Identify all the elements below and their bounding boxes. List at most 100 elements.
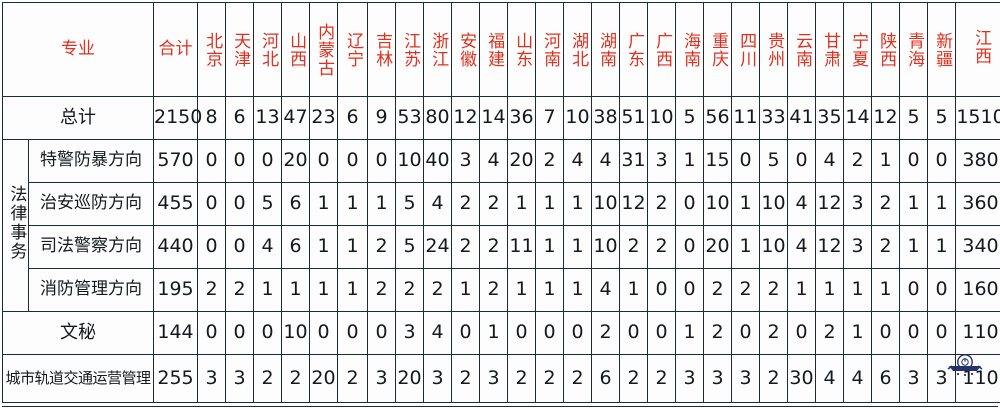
header-province-label: 北京 bbox=[203, 32, 220, 68]
header-province-label: 江西 bbox=[972, 29, 989, 65]
group-label-legal-affairs: 法律事务 bbox=[3, 140, 29, 312]
header-province-label: 吉林 bbox=[373, 32, 390, 68]
header-total: 合计 bbox=[154, 3, 198, 97]
cell-value: 2 bbox=[480, 269, 508, 312]
cell-value: 1 bbox=[732, 183, 760, 226]
cell-value: 20 bbox=[704, 226, 732, 269]
header-province-jiangsu: 江苏 bbox=[396, 3, 424, 97]
cell-value: 0 bbox=[788, 140, 816, 183]
cell-value: 2 bbox=[368, 226, 396, 269]
cell-value: 53 bbox=[396, 97, 424, 140]
cell-value: 10 bbox=[564, 97, 592, 140]
cell-value: 3 bbox=[226, 355, 254, 403]
cell-value: 3 bbox=[424, 355, 452, 403]
cell-value: 11 bbox=[732, 97, 760, 140]
header-province-label: 江苏 bbox=[401, 32, 418, 68]
cell-value: 23 bbox=[310, 97, 338, 140]
cell-value: 2 bbox=[452, 183, 480, 226]
cell-value: 1 bbox=[564, 183, 592, 226]
cell-value: 2 bbox=[648, 226, 676, 269]
cell-value: 2 bbox=[536, 140, 564, 183]
cell-value: 0 bbox=[900, 269, 928, 312]
cell-value: 5 bbox=[928, 97, 956, 140]
table-row: 法律事务 特警防暴方向 570 0 0 0 20 0 0 0 10 40 3 4… bbox=[3, 140, 1000, 183]
row-total: 2150 bbox=[154, 97, 198, 140]
cell-value: 9 bbox=[368, 97, 396, 140]
cell-value: 3 bbox=[844, 183, 872, 226]
header-province-shaanxi: 陕西 bbox=[872, 3, 900, 97]
cell-value: 0 bbox=[928, 140, 956, 183]
cell-value: 0 bbox=[732, 140, 760, 183]
cell-value: 30 bbox=[788, 355, 816, 403]
header-province-hebei: 河北 bbox=[254, 3, 282, 97]
cell-value: 6 bbox=[592, 355, 620, 403]
cell-value: 0 bbox=[198, 226, 226, 269]
cell-value: 6 bbox=[282, 226, 310, 269]
header-province-shandong: 山东 bbox=[508, 3, 536, 97]
cell-value: 5 bbox=[396, 183, 424, 226]
cell-value: 15 bbox=[704, 140, 732, 183]
cell-value: 51 bbox=[620, 97, 648, 140]
header-province-ningxia: 宁夏 bbox=[844, 3, 872, 97]
cell-value: 2 bbox=[452, 355, 480, 403]
cell-value: 1 bbox=[338, 183, 368, 226]
cell-value: 2 bbox=[480, 183, 508, 226]
cell-value: 0 bbox=[788, 312, 816, 355]
cell-value: 11 bbox=[508, 226, 536, 269]
cell-value: 1 bbox=[310, 269, 338, 312]
header-province-label: 宁夏 bbox=[849, 32, 866, 68]
cell-value: 1 bbox=[254, 269, 282, 312]
cell-value: 10 bbox=[760, 183, 788, 226]
cell-value: 6 bbox=[872, 355, 900, 403]
cell-value: 4 bbox=[480, 140, 508, 183]
table-row: 治安巡防方向 455 0 0 5 6 1 1 1 5 4 2 2 1 1 1 1… bbox=[3, 183, 1000, 226]
cell-value: 56 bbox=[704, 97, 732, 140]
cell-value: 2 bbox=[816, 312, 844, 355]
cell-value: 4 bbox=[592, 140, 620, 183]
cell-value: 12 bbox=[816, 226, 844, 269]
cell-value: 0 bbox=[254, 140, 282, 183]
header-province-label: 四川 bbox=[737, 32, 754, 68]
cell-value: 0 bbox=[198, 183, 226, 226]
table-row: 消防管理方向 195 2 2 1 1 1 1 2 2 2 1 2 1 1 1 4… bbox=[3, 269, 1000, 312]
header-province-label: 重庆 bbox=[709, 32, 726, 68]
cell-value-jiangxi: 110 bbox=[956, 312, 1000, 355]
cell-value: 40 bbox=[424, 140, 452, 183]
cell-value: 2 bbox=[620, 355, 648, 403]
cell-value: 3 bbox=[198, 355, 226, 403]
cell-value: 4 bbox=[788, 183, 816, 226]
cell-value: 2 bbox=[760, 355, 788, 403]
cell-value: 1 bbox=[452, 269, 480, 312]
header-province-hunan: 湖南 bbox=[592, 3, 620, 97]
cell-value: 10 bbox=[648, 97, 676, 140]
header-province-qinghai: 青海 bbox=[900, 3, 928, 97]
row-label: 文秘 bbox=[3, 312, 154, 355]
row-total: 455 bbox=[154, 183, 198, 226]
cell-value: 3 bbox=[844, 226, 872, 269]
cell-value: 10 bbox=[704, 183, 732, 226]
cell-value: 2 bbox=[536, 355, 564, 403]
cell-value: 0 bbox=[310, 140, 338, 183]
cell-value: 6 bbox=[282, 183, 310, 226]
cell-value: 3 bbox=[648, 140, 676, 183]
cell-value: 1 bbox=[368, 183, 396, 226]
header-province-label: 广西 bbox=[653, 32, 670, 68]
header-province-label: 天津 bbox=[231, 32, 248, 68]
cell-value: 1 bbox=[338, 269, 368, 312]
cell-value: 12 bbox=[872, 97, 900, 140]
cell-value: 3 bbox=[676, 355, 704, 403]
cell-value: 1 bbox=[928, 226, 956, 269]
cell-value: 1 bbox=[872, 269, 900, 312]
cell-value: 0 bbox=[338, 140, 368, 183]
cell-value-jiangxi: 1510 bbox=[956, 97, 1000, 140]
cell-value: 1 bbox=[508, 183, 536, 226]
cell-value: 2 bbox=[480, 226, 508, 269]
header-province-tianjin: 天津 bbox=[226, 3, 254, 97]
cell-value: 2 bbox=[592, 312, 620, 355]
cell-value: 2 bbox=[648, 355, 676, 403]
cell-value: 6 bbox=[226, 97, 254, 140]
header-province-chongqing: 重庆 bbox=[704, 3, 732, 97]
cell-value: 2 bbox=[508, 355, 536, 403]
cell-value: 5 bbox=[676, 97, 704, 140]
